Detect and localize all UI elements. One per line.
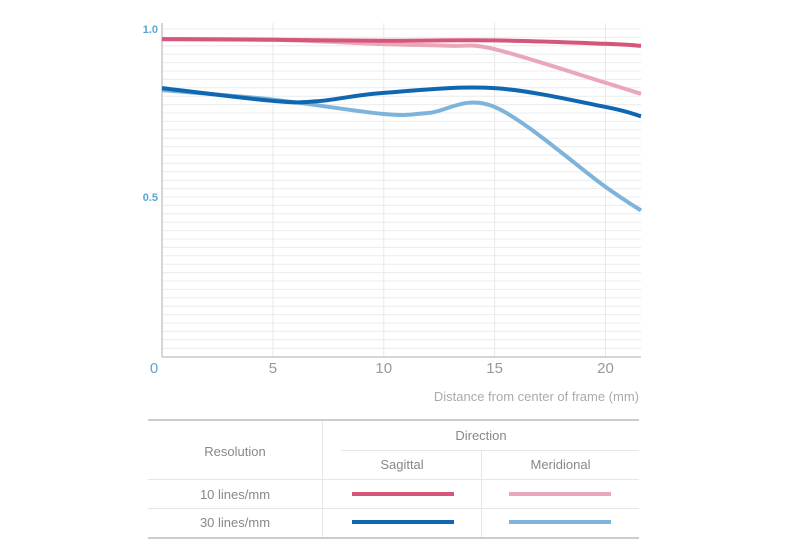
swatch-10-sagittal [352,492,454,496]
x-tick-label: 20 [597,360,614,377]
row-divider [148,479,639,480]
resolution-header: Resolution [204,444,266,459]
row-label-30: 30 lines/mm [199,515,271,530]
row-divider [148,508,639,509]
meridional-header: Meridional [530,457,591,472]
swatch-30-meridional [509,520,611,524]
series-line-10-lines-mm-sagittal [161,37,642,48]
header-divider [341,450,639,451]
row-label-10: 10 lines/mm [199,487,271,502]
table-bottom-rule [148,537,639,539]
swatch-10-meridional [509,492,611,496]
x-axis-label: Distance from center of frame (mm) [434,389,639,404]
y-tick-label: 0.5 [143,192,158,204]
direction-header: Direction [455,428,507,443]
y-tick-label: 1.0 [143,24,158,36]
column-divider [481,450,482,538]
series-line-30-lines-mm-sagittal [161,85,642,119]
x-tick-label: 0 [150,360,158,377]
series-line-10-lines-mm-meridional [161,37,642,96]
x-tick-label: 5 [269,360,277,377]
series-line-30-lines-mm-meridional [161,88,643,213]
mtf-chart: 0 5 10 15 20 0.5 1.0 Distance from center of fr… [143,23,643,404]
x-tick-label: 15 [486,360,503,377]
table-top-rule [148,419,639,421]
swatch-30-sagittal [352,520,454,524]
sagittal-header: Sagittal [380,457,424,472]
x-tick-label: 10 [375,360,392,377]
